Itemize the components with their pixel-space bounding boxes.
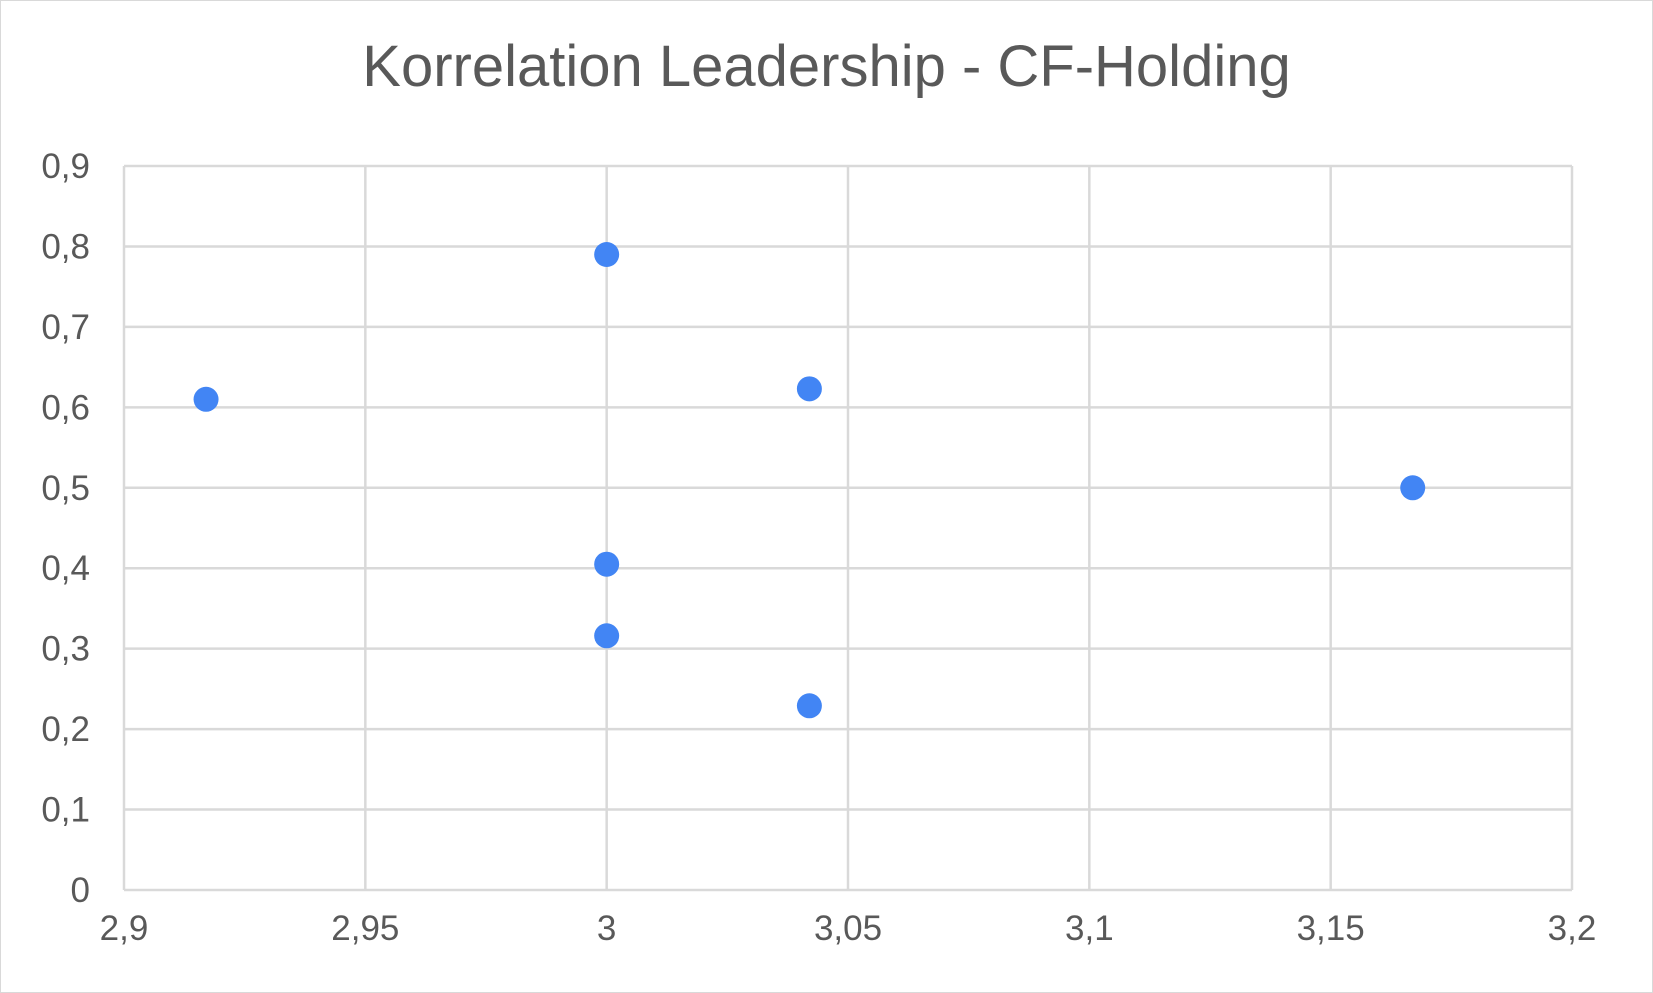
y-tick-label: 0,6 [41,388,90,427]
x-tick-label: 3 [597,909,616,948]
y-tick-label: 0,7 [41,308,90,347]
y-tick-label: 0 [71,871,90,910]
data-point [193,386,219,412]
y-tick-label: 0,1 [41,791,90,830]
y-tick-label: 0,4 [41,549,90,588]
y-tick-label: 0,8 [41,227,90,266]
y-axis-ticks: 0 0,1 0,2 0,3 0,4 0,5 0,6 0,7 0,8 0,9 [41,147,90,910]
data-points [193,241,1426,719]
data-point [796,376,822,402]
y-tick-label: 0,3 [41,630,90,669]
chart-title: Korrelation Leadership - CF-Holding [362,34,1291,99]
x-axis-ticks: 2,9 2,95 3 3,05 3,1 3,15 3,2 [100,909,1597,948]
x-tick-label: 3,15 [1297,909,1365,948]
data-point [594,623,620,649]
data-point [594,241,620,267]
vertical-gridlines [122,166,1574,890]
x-tick-label: 2,9 [100,909,149,948]
y-tick-label: 0,9 [41,147,90,186]
y-tick-label: 0,5 [41,469,90,508]
data-point [1400,475,1426,501]
x-tick-label: 3,1 [1065,909,1114,948]
x-tick-label: 3,2 [1548,909,1597,948]
x-tick-label: 2,95 [331,909,399,948]
data-point [796,693,822,719]
data-point [594,551,620,577]
x-tick-label: 3,05 [814,909,882,948]
y-tick-label: 0,2 [41,710,90,749]
horizontal-gridlines [124,164,1572,892]
